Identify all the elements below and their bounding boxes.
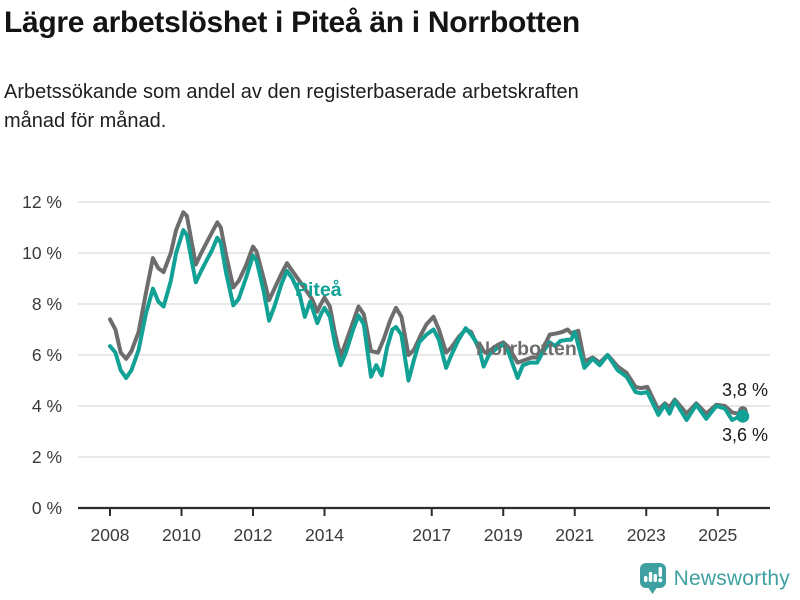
- end-value-label-norrbotten: 3,8 %: [722, 380, 768, 400]
- y-tick-label: 10 %: [22, 243, 62, 263]
- chart-subtitle: Arbetssökande som andel av den registerb…: [4, 81, 579, 132]
- x-tick-label: 2012: [234, 525, 273, 545]
- chart-title: Lägre arbetslöshet i Piteå än i Norrbott…: [4, 6, 580, 39]
- y-tick-label: 2 %: [32, 447, 62, 467]
- newsworthy-logo[interactable]: Newsworthy: [639, 562, 790, 595]
- x-tick-label: 2021: [555, 525, 594, 545]
- x-tick-label: 2019: [484, 525, 523, 545]
- series-label-norrbotten: Norrbotten: [476, 338, 577, 360]
- series-label-pitea: Piteå: [295, 278, 342, 301]
- y-tick-label: 6 %: [32, 345, 62, 365]
- newsworthy-icon: [639, 563, 666, 594]
- series-line-pitea: [108, 228, 745, 422]
- y-tick-label: 8 %: [32, 294, 62, 314]
- newsworthy-wordmark: Newsworthy: [673, 566, 790, 590]
- x-tick-label: 2008: [91, 525, 130, 545]
- x-tick-label: 2010: [162, 525, 201, 545]
- y-tick-label: 0 %: [32, 498, 62, 518]
- x-tick-label: 2017: [412, 525, 451, 545]
- y-tick-label: 12 %: [22, 192, 62, 212]
- series-end-dot-pitea: [736, 409, 750, 423]
- x-tick-label: 2025: [698, 525, 737, 545]
- x-tick-label: 2023: [627, 525, 666, 545]
- end-value-label-pitea: 3,6 %: [722, 425, 768, 445]
- series-line-norrbotten: [108, 210, 745, 416]
- y-tick-label: 4 %: [32, 396, 62, 416]
- x-tick-label: 2014: [305, 525, 344, 545]
